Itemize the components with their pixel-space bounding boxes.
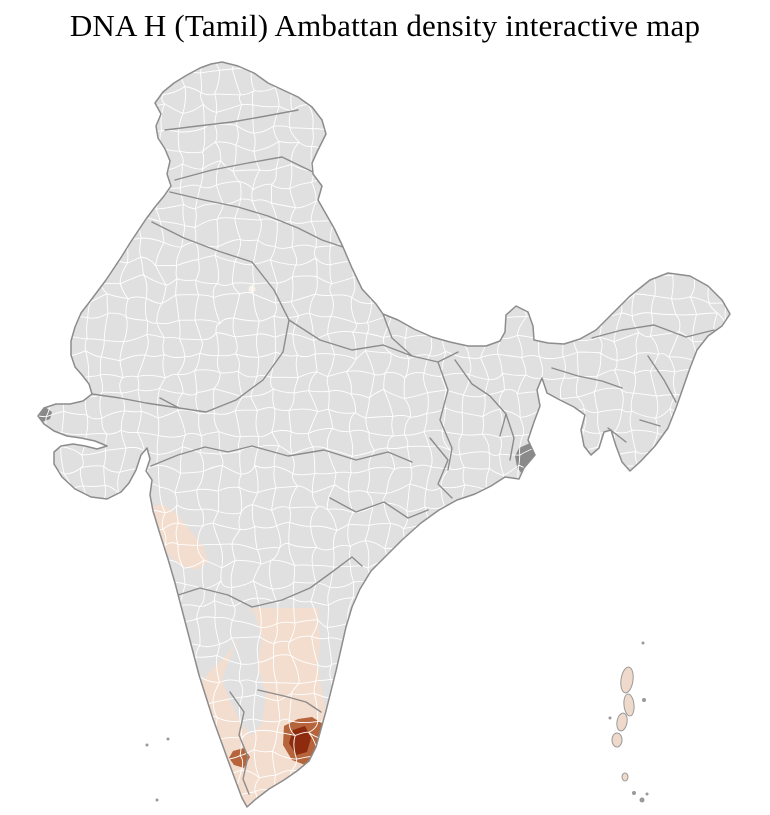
- map-title: DNA H (Tamil) Ambattan density interacti…: [69, 8, 701, 43]
- state-borders: [91, 109, 715, 795]
- andaman-islands[interactable]: [611, 666, 635, 782]
- nicobar-islands[interactable]: [608, 641, 649, 803]
- region-karnataka-unshaded-wedge[interactable]: [222, 607, 266, 736]
- region-kerala-medium-density[interactable]: [229, 748, 250, 768]
- india-outline: [37, 61, 731, 808]
- lakshadweep-islands[interactable]: [145, 737, 170, 802]
